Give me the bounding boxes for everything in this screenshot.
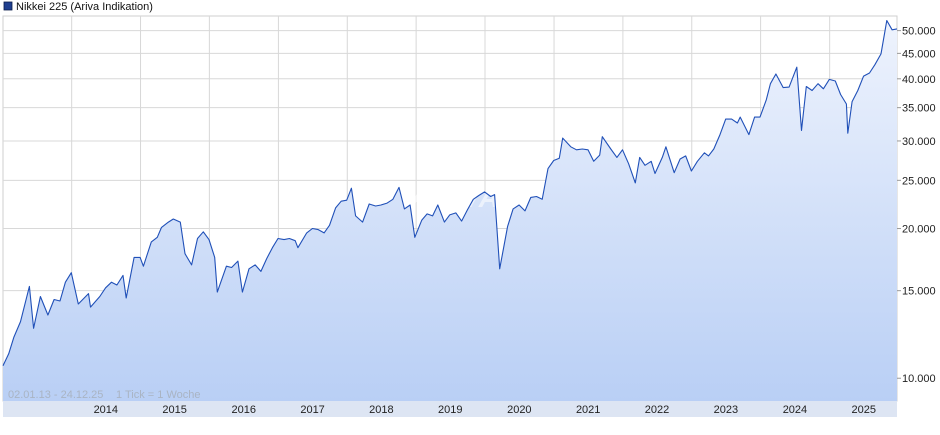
tick-info-text: 1 Tick = 1 Woche [116,389,200,401]
x-tick-label: 2018 [369,404,393,416]
x-tick-label: 2024 [783,404,807,416]
x-tick-label: 2025 [852,404,876,416]
y-tick-label: 40.000 [902,74,936,86]
x-axis: 2014 2015 2016 2017 2018 2019 2020 2021 2022 2023… [94,404,876,416]
date-range-text: 02.01.13 - 24.12.25 [8,389,103,401]
legend-label: Nikkei 225 (Ariva Indikation) [16,1,153,13]
x-tick-label: 2015 [162,404,186,416]
x-tick-label: 2020 [507,404,531,416]
legend-swatch [3,1,13,11]
watermark: ARIVA [409,182,500,213]
y-tick-label: 10.000 [902,373,936,385]
x-tick-label: 2017 [300,404,324,416]
series-area-fill [3,20,897,401]
x-axis-band [3,401,897,417]
y-tick-label: 30.000 [902,136,936,148]
y-tick-label: 20.000 [902,224,936,236]
x-tick-label: 2016 [231,404,255,416]
y-tick-label: 50.000 [902,26,936,38]
series-line-nikkei-225 [2,19,898,366]
legend: Nikkei 225 (Ariva Indikation) [3,1,153,13]
y-tick-label: 25.000 [902,175,936,187]
x-tick-label: 2021 [576,404,600,416]
y-axis: 10.000 15.000 20.000 25.000 30.000 35.000 40.0… [897,26,936,385]
footer-info: 02.01.13 - 24.12.25 1 Tick = 1 Woche [8,389,200,401]
y-tick-label: 45.000 [902,48,936,60]
y-tick-label: 35.000 [902,103,936,115]
x-tick-label: 2023 [714,404,738,416]
x-tick-label: 2019 [438,404,462,416]
x-tick-label: 2014 [94,404,118,416]
y-tick-label: 15.000 [902,286,936,298]
x-tick-label: 2022 [645,404,669,416]
